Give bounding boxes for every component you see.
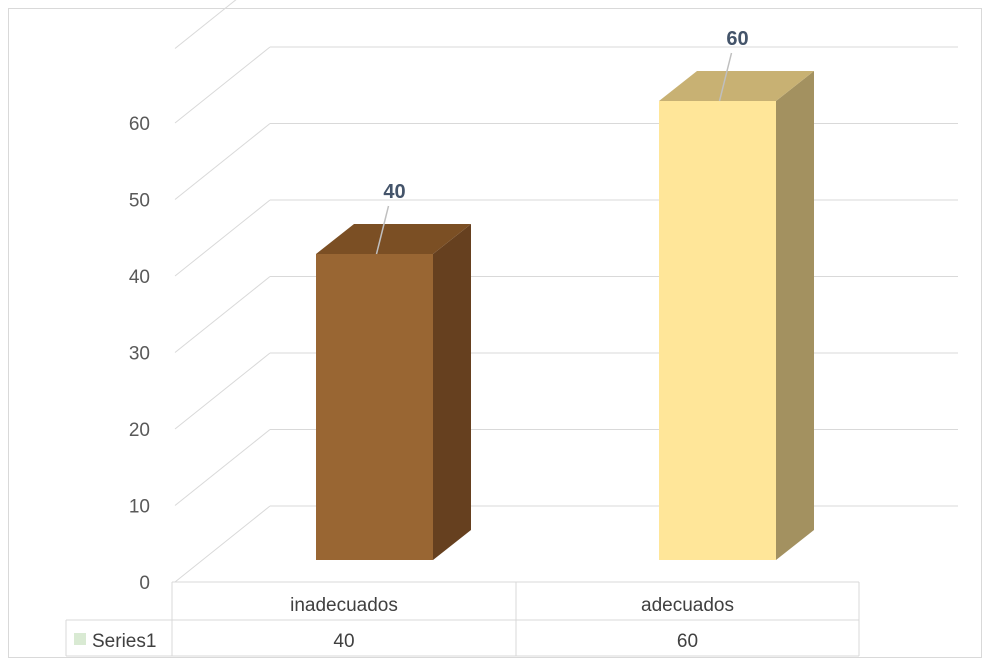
- category-label: inadecuados: [290, 595, 398, 616]
- data-label: 40: [383, 181, 405, 203]
- bars: [316, 71, 814, 560]
- bar-top: [316, 224, 471, 254]
- data-label-leader: [718, 52, 733, 102]
- y-axis: 0 10 20 30 40 50 60: [129, 114, 150, 594]
- bar-side: [433, 224, 471, 560]
- gridline-diagonal: [174, 429, 271, 506]
- y-tick-label: 10: [129, 497, 150, 518]
- y-tick-label: 20: [129, 420, 150, 441]
- gridline-diagonal: [174, 276, 271, 353]
- bar-adecuados: [659, 101, 776, 560]
- gridline-diagonal: [174, 199, 271, 277]
- bar-inadecuados: [316, 254, 433, 560]
- gridline-diagonal: [174, 123, 271, 200]
- bar-side: [776, 71, 814, 560]
- table-value: 60: [677, 631, 698, 652]
- y-tick-label: 60: [129, 114, 150, 135]
- y-tick-label: 50: [129, 191, 150, 212]
- gridlines: [174, 0, 958, 583]
- data-label: 60: [726, 28, 748, 50]
- gridline-diagonal: [174, 0, 237, 49]
- floor-diagonal: [174, 505, 271, 583]
- legend-label: Series1: [92, 631, 156, 652]
- legend-swatch: [74, 633, 86, 645]
- data-label-leader: [375, 205, 390, 255]
- table-value: 40: [333, 631, 354, 652]
- data-table: inadecuados 40 adecuados 60 Series1: [65, 581, 860, 657]
- bar-top: [659, 71, 814, 101]
- y-tick-label: 40: [129, 267, 150, 288]
- gridline-diagonal: [174, 46, 271, 124]
- y-tick-label: 0: [139, 573, 150, 594]
- chart-frame: [8, 8, 982, 658]
- y-tick-label: 30: [129, 344, 150, 365]
- gridline-diagonal: [174, 352, 271, 430]
- category-label: adecuados: [641, 595, 734, 616]
- data-labels: 40 60: [375, 28, 749, 255]
